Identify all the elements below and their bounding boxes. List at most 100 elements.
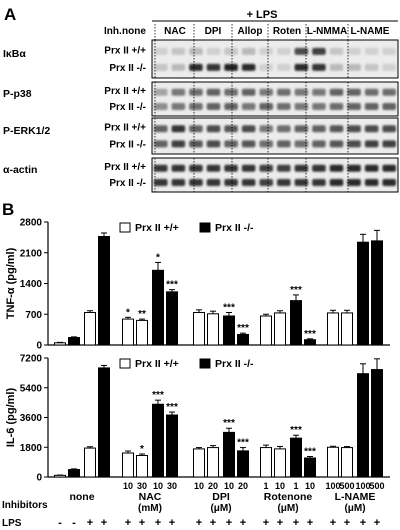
legend-swatch-wt xyxy=(119,358,131,369)
blot-band xyxy=(347,47,361,55)
lps-sign: + xyxy=(307,517,313,529)
column-header-allop: Allop xyxy=(238,26,263,37)
legend-label-wt: Prx II +/+ xyxy=(135,358,179,370)
blot-column-headers: none NAC DPI Allop Roten L-NMMA L-NAME xyxy=(122,24,390,40)
bar xyxy=(223,431,235,478)
blot-band xyxy=(294,102,309,110)
blot-band xyxy=(277,140,291,148)
blot-band xyxy=(312,125,326,133)
blot-band xyxy=(154,88,168,96)
blot-band xyxy=(206,164,221,172)
blot-band xyxy=(259,88,273,96)
blot-band xyxy=(259,102,273,110)
blot-band xyxy=(329,125,344,133)
significance-mark: *** xyxy=(304,447,316,458)
lps-sign: + xyxy=(139,517,145,529)
blot-panel xyxy=(151,39,399,79)
blot-band xyxy=(154,178,168,186)
blot-band xyxy=(382,88,396,96)
bar xyxy=(152,269,164,346)
group-name: Rotenone xyxy=(264,491,313,503)
column-header-none: none xyxy=(122,26,146,37)
blot-band xyxy=(277,63,291,71)
blot-band xyxy=(241,63,256,71)
bar xyxy=(274,448,286,478)
lps-row-label: LPS xyxy=(2,518,22,529)
blot-band xyxy=(312,47,326,55)
bar xyxy=(136,455,148,478)
genotype-label: Prx II -/- xyxy=(109,102,146,113)
bar xyxy=(290,300,302,346)
y-tick-label: 2800 xyxy=(20,218,43,229)
blot-band xyxy=(329,47,344,55)
lps-sign: + xyxy=(155,517,161,529)
bar xyxy=(223,315,235,346)
blot-band xyxy=(224,125,238,133)
significance-mark: *** xyxy=(237,438,249,449)
blot-band xyxy=(171,164,186,172)
lps-sign: + xyxy=(196,517,202,529)
y-tick-label: 5400 xyxy=(20,383,43,394)
lps-sign: + xyxy=(240,517,246,529)
blot-band xyxy=(224,102,238,110)
protein-label: P-ERK1/2 xyxy=(3,125,50,137)
blot-band xyxy=(312,164,326,172)
bar xyxy=(357,373,369,478)
blot-band xyxy=(312,102,326,110)
blot-band xyxy=(171,102,186,110)
bar xyxy=(152,403,164,478)
blot-band xyxy=(189,88,203,96)
blot-band xyxy=(241,125,256,133)
lps-sign: + xyxy=(344,517,350,529)
blot-band xyxy=(224,47,238,55)
blot-band xyxy=(294,125,309,133)
blot-band xyxy=(329,178,344,186)
lps-sign: - xyxy=(58,517,62,529)
western-blots: IκBα Prx II +/+ Prx II -/- P-p38 Prx II +/+ P… xyxy=(3,39,399,193)
legend-swatch-ko xyxy=(199,358,211,369)
dose-label: 10 xyxy=(224,481,234,491)
genotype-label: Prx II +/+ xyxy=(104,86,146,97)
lps-sign: + xyxy=(330,517,336,529)
lps-header: + LPS xyxy=(247,9,278,21)
significance-mark: *** xyxy=(166,280,178,291)
genotype-label: Prx II -/- xyxy=(109,178,146,189)
bar xyxy=(357,241,369,346)
blot-band xyxy=(277,47,291,55)
blot-band xyxy=(206,125,221,133)
blot-band xyxy=(189,47,203,55)
blot-band xyxy=(206,178,221,186)
bar xyxy=(193,311,205,346)
group-name: DPI xyxy=(212,491,230,503)
lps-sign: + xyxy=(169,517,175,529)
bar xyxy=(371,240,383,346)
blot-band xyxy=(347,102,361,110)
blot-band xyxy=(206,63,221,71)
dose-label: 30 xyxy=(137,481,147,491)
column-header-dpi: DPI xyxy=(205,26,222,37)
bar xyxy=(136,319,148,346)
blot-band xyxy=(206,47,221,55)
blot-band xyxy=(241,178,256,186)
blot-band xyxy=(259,47,273,55)
y-axis-label: TNF-α (pg/ml) xyxy=(5,247,17,319)
dose-label: 10 xyxy=(275,481,285,491)
bar xyxy=(327,446,339,478)
significance-mark: * xyxy=(156,252,160,263)
group-unit: (mM) xyxy=(138,503,162,514)
blot-band xyxy=(277,102,291,110)
bar xyxy=(237,450,249,478)
blot-band xyxy=(382,178,396,186)
lps-sign: - xyxy=(72,517,76,529)
bar xyxy=(68,469,80,478)
blot-band xyxy=(364,102,379,110)
protein-label: IκBα xyxy=(3,48,26,60)
dose-label: 30 xyxy=(167,481,177,491)
bar xyxy=(84,311,96,346)
bar xyxy=(54,474,66,478)
dose-label: 20 xyxy=(208,481,218,491)
blot-panel xyxy=(151,117,399,155)
bar xyxy=(193,448,205,478)
bar xyxy=(54,342,66,346)
blot-band xyxy=(259,164,273,172)
